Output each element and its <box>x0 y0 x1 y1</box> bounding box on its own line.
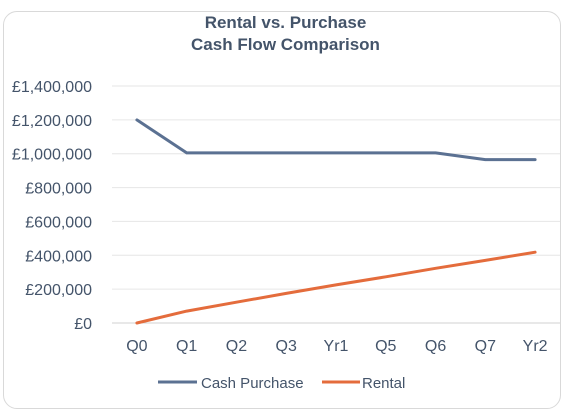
y-tick-label: £200,000 <box>25 282 92 299</box>
series-line-cash-purchase <box>135 118 537 162</box>
x-tick-label: Q5 <box>375 338 396 355</box>
legend-item-rental: Rental <box>322 375 405 392</box>
x-tick-label: Q7 <box>475 338 496 355</box>
y-tick-label: £1,200,000 <box>12 113 92 130</box>
x-tick-label: Q0 <box>126 338 147 355</box>
x-axis-tick-labels: Q0 Q1 Q2 Q3 Yr1 Q5 Q6 Q7 Yr2 <box>126 338 547 355</box>
x-tick-label: Q2 <box>226 338 247 355</box>
chart-title: Rental vs. Purchase Cash Flow Comparison <box>0 12 571 56</box>
x-tick-label: Yr2 <box>523 338 548 355</box>
x-tick-label: Q1 <box>176 338 197 355</box>
legend-item-cash-purchase: Cash Purchase <box>158 375 304 392</box>
series-line-rental <box>135 250 537 325</box>
x-tick-label: Q6 <box>425 338 446 355</box>
x-tick-label: Yr1 <box>324 338 349 355</box>
series-lines <box>135 118 537 325</box>
y-tick-label: £400,000 <box>25 248 92 265</box>
chart-title-line-2: Cash Flow Comparison <box>191 35 380 54</box>
legend-label: Rental <box>362 375 405 392</box>
y-tick-label: £1,000,000 <box>12 147 92 164</box>
y-tick-label: £600,000 <box>25 214 92 231</box>
y-axis-tick-labels: £0 £200,000 £400,000 £600,000 £800,000 £1,000… <box>12 79 92 333</box>
y-tick-label: £800,000 <box>25 181 92 198</box>
gridlines <box>112 85 560 324</box>
x-tick-label: Q3 <box>276 338 297 355</box>
chart-card <box>3 11 561 409</box>
legend-label: Cash Purchase <box>201 375 304 392</box>
y-tick-label: £1,400,000 <box>12 79 92 96</box>
chart-title-line-1: Rental vs. Purchase <box>204 13 367 32</box>
legend: Cash Purchase Rental <box>158 375 405 392</box>
y-tick-label: £0 <box>74 316 92 333</box>
